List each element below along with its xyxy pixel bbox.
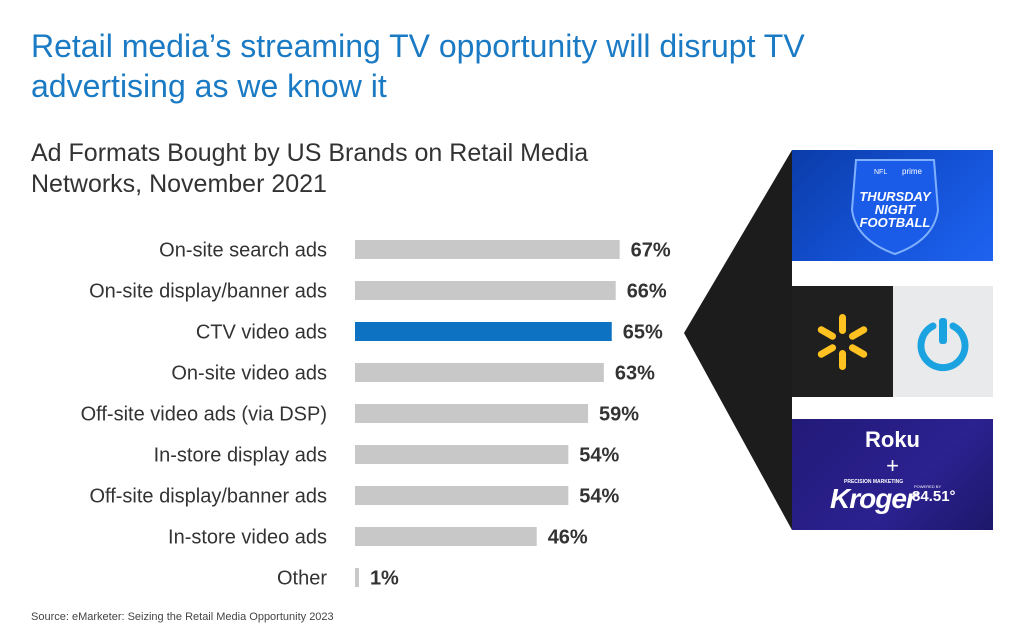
ibotta-logo-panel: [893, 286, 993, 397]
bar: [355, 322, 612, 341]
category-label: CTV video ads: [196, 322, 327, 344]
category-label: On-site display/banner ads: [89, 281, 327, 303]
ibotta-power-icon: [917, 318, 969, 372]
value-label: 54%: [579, 445, 619, 467]
value-label: 67%: [631, 240, 671, 262]
callout-wedge: [684, 150, 792, 530]
category-label: Off-site video ads (via DSP): [81, 404, 327, 426]
value-label: 59%: [599, 404, 639, 426]
bar: [355, 486, 569, 505]
powered-by-label: POWERED BY: [914, 484, 942, 489]
roku-kroger-logo-panel: Roku + PRECISION MARKETING Kroger POWERE…: [792, 419, 993, 530]
walmart-logo-panel: [792, 286, 893, 397]
category-label: On-site search ads: [159, 240, 327, 262]
value-label: 1%: [370, 568, 399, 590]
tnf-prime: prime: [902, 167, 923, 176]
tnf-shield-icon: NFL prime THURSDAY NIGHT FOOTBALL: [850, 159, 940, 256]
bar: [355, 445, 569, 464]
kroger-wordmark: Kroger: [830, 483, 917, 514]
chart-title: Ad Formats Bought by US Brands on Retail…: [31, 139, 589, 198]
bar: [355, 240, 620, 259]
roku-wordmark: Roku: [865, 427, 920, 452]
plus-sign: +: [886, 453, 899, 478]
value-label: 66%: [627, 281, 667, 303]
tnf-logo-panel: NFL prime THURSDAY NIGHT FOOTBALL: [792, 150, 993, 261]
walmart-spark-icon: [817, 314, 868, 370]
category-label: On-site video ads: [171, 363, 327, 385]
tnf-line-3: FOOTBALL: [860, 215, 931, 230]
value-label: 46%: [548, 527, 588, 549]
k8451-wordmark: 84.51°: [912, 488, 956, 505]
bar: [355, 568, 359, 587]
value-label: 65%: [623, 322, 663, 344]
category-label: In-store display ads: [154, 445, 327, 467]
tnf-line-1: THURSDAY: [859, 189, 932, 204]
kroger-tagline: PRECISION MARKETING: [844, 479, 904, 485]
bar: [355, 363, 604, 382]
tnf-line-2: NIGHT: [875, 202, 917, 217]
headline: Retail media’s streaming TV opportunity …: [31, 28, 805, 104]
bar: [355, 527, 537, 546]
category-label: Off-site display/banner ads: [89, 486, 327, 508]
source-note: Source: eMarketer: Seizing the Retail Me…: [31, 611, 334, 623]
bar-chart: On-site search ads 67% On-site display/ban…: [81, 240, 671, 590]
category-label: In-store video ads: [168, 527, 327, 549]
category-label: Other: [277, 568, 327, 590]
value-label: 54%: [579, 486, 619, 508]
bar: [355, 281, 616, 300]
bar: [355, 404, 589, 423]
value-label: 63%: [615, 363, 655, 385]
nfl-mark: NFL: [874, 169, 887, 176]
